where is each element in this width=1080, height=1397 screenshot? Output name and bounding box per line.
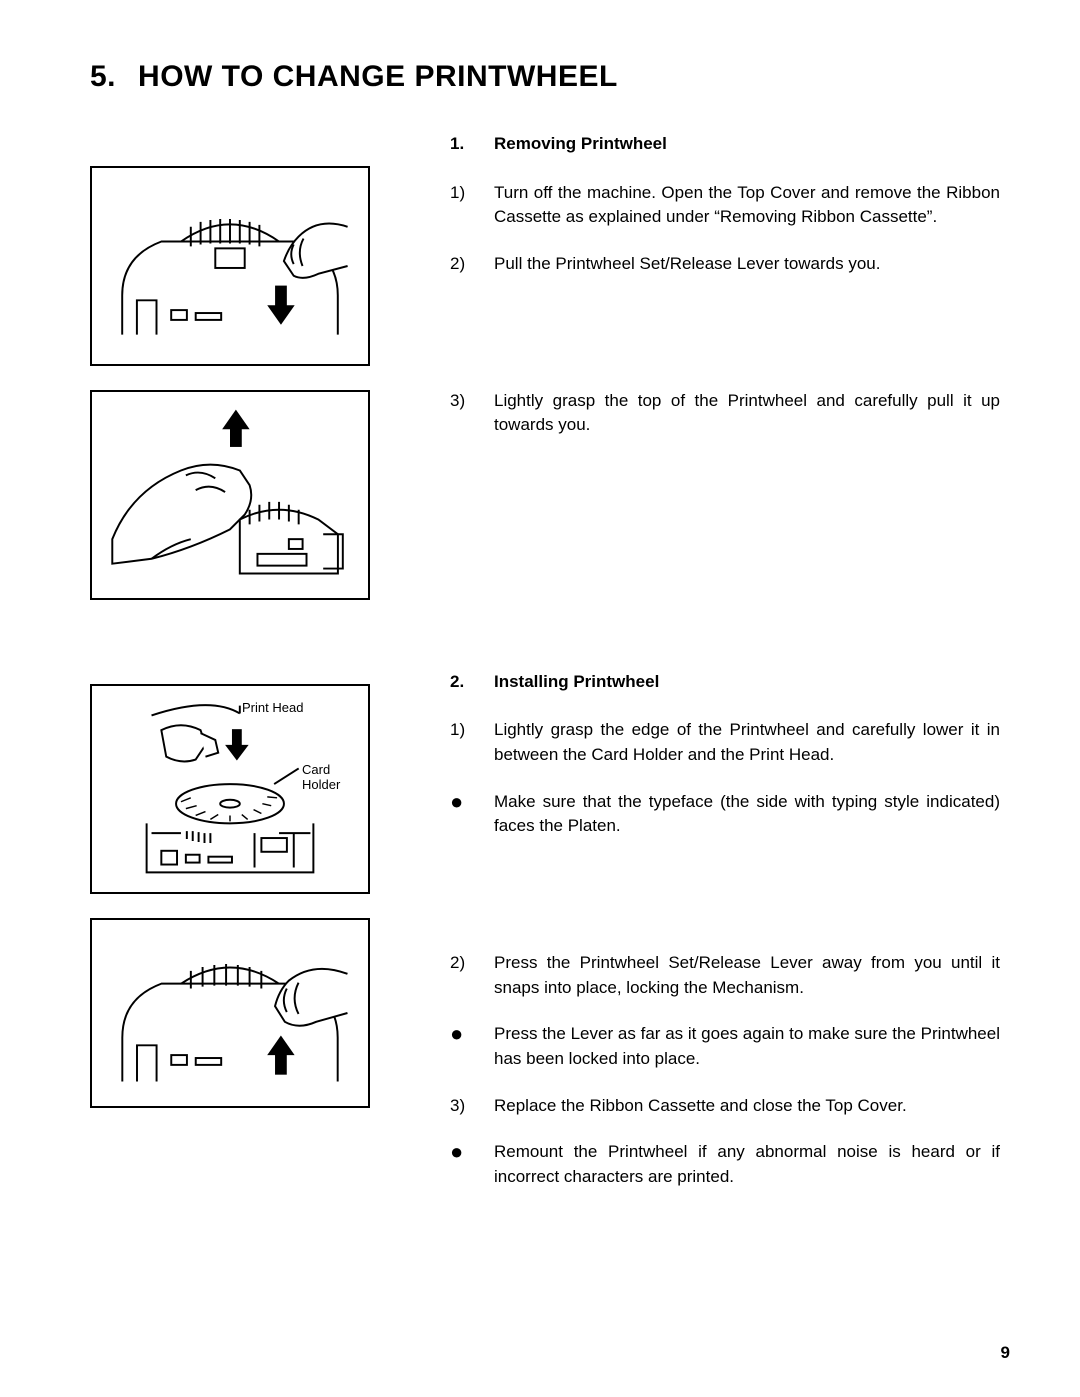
section-2-num: 2. <box>450 670 494 695</box>
s2-step-3: 3) Replace the Ribbon Cassette and close… <box>450 1094 1000 1119</box>
step-num: 3) <box>450 1094 494 1119</box>
figure-2-svg <box>92 392 368 598</box>
step-text: Remount the Printwheel if any abnormal n… <box>494 1140 1000 1189</box>
step-text: Pull the Printwheel Set/Release Lever to… <box>494 252 1000 277</box>
title-number: 5. <box>90 60 116 93</box>
section-1-heading: 1. Removing Printwheel <box>450 132 1000 157</box>
section-1-num: 1. <box>450 132 494 157</box>
bullet-icon: ● <box>450 790 494 839</box>
bullet-icon: ● <box>450 1140 494 1189</box>
s2-step-1: 1) Lightly grasp the edge of the Printwh… <box>450 718 1000 767</box>
step-text: Replace the Ribbon Cassette and close th… <box>494 1094 1000 1119</box>
figure-4 <box>90 918 370 1108</box>
section-1-title: Removing Printwheel <box>494 132 667 157</box>
step-num: 2) <box>450 951 494 1000</box>
step-text: Lightly grasp the top of the Printwheel … <box>494 389 1000 438</box>
figure-4-svg <box>92 920 368 1106</box>
figure-2 <box>90 390 370 600</box>
step-text: Make sure that the typeface (the side wi… <box>494 790 1000 839</box>
title-text: HOW TO CHANGE PRINTWHEEL <box>138 60 618 93</box>
label-card-holder: Card Holder <box>302 762 368 792</box>
section-2-heading: 2. Installing Printwheel <box>450 670 1000 695</box>
content-columns: Print Head Card Holder <box>90 132 1000 1212</box>
s2-bullet-1: ● Make sure that the typeface (the side … <box>450 790 1000 839</box>
bullet-icon: ● <box>450 1022 494 1071</box>
step-num: 1) <box>450 181 494 230</box>
page-number: 9 <box>1001 1343 1010 1363</box>
step-num: 1) <box>450 718 494 767</box>
text-column: 1. Removing Printwheel 1) Turn off the m… <box>450 132 1000 1212</box>
page-title: 5. HOW TO CHANGE PRINTWHEEL <box>90 60 1000 94</box>
step-num: 2) <box>450 252 494 277</box>
step-text: Press the Lever as far as it goes again … <box>494 1022 1000 1071</box>
step-text: Turn off the machine. Open the Top Cover… <box>494 181 1000 230</box>
label-print-head: Print Head <box>242 700 303 715</box>
step-text: Lightly grasp the edge of the Printwheel… <box>494 718 1000 767</box>
step-num: 3) <box>450 389 494 438</box>
s2-bullet-2: ● Press the Lever as far as it goes agai… <box>450 1022 1000 1071</box>
figure-1 <box>90 166 370 366</box>
figure-3: Print Head Card Holder <box>90 684 370 894</box>
s1-step-2: 2) Pull the Printwheel Set/Release Lever… <box>450 252 1000 277</box>
s2-bullet-3: ● Remount the Printwheel if any abnormal… <box>450 1140 1000 1189</box>
section-2-title: Installing Printwheel <box>494 670 659 695</box>
s1-step-1: 1) Turn off the machine. Open the Top Co… <box>450 181 1000 230</box>
figure-1-svg <box>92 168 368 364</box>
s2-step-2: 2) Press the Printwheel Set/Release Leve… <box>450 951 1000 1000</box>
step-text: Press the Printwheel Set/Release Lever a… <box>494 951 1000 1000</box>
figures-column: Print Head Card Holder <box>90 132 390 1212</box>
s1-step-3: 3) Lightly grasp the top of the Printwhe… <box>450 389 1000 438</box>
